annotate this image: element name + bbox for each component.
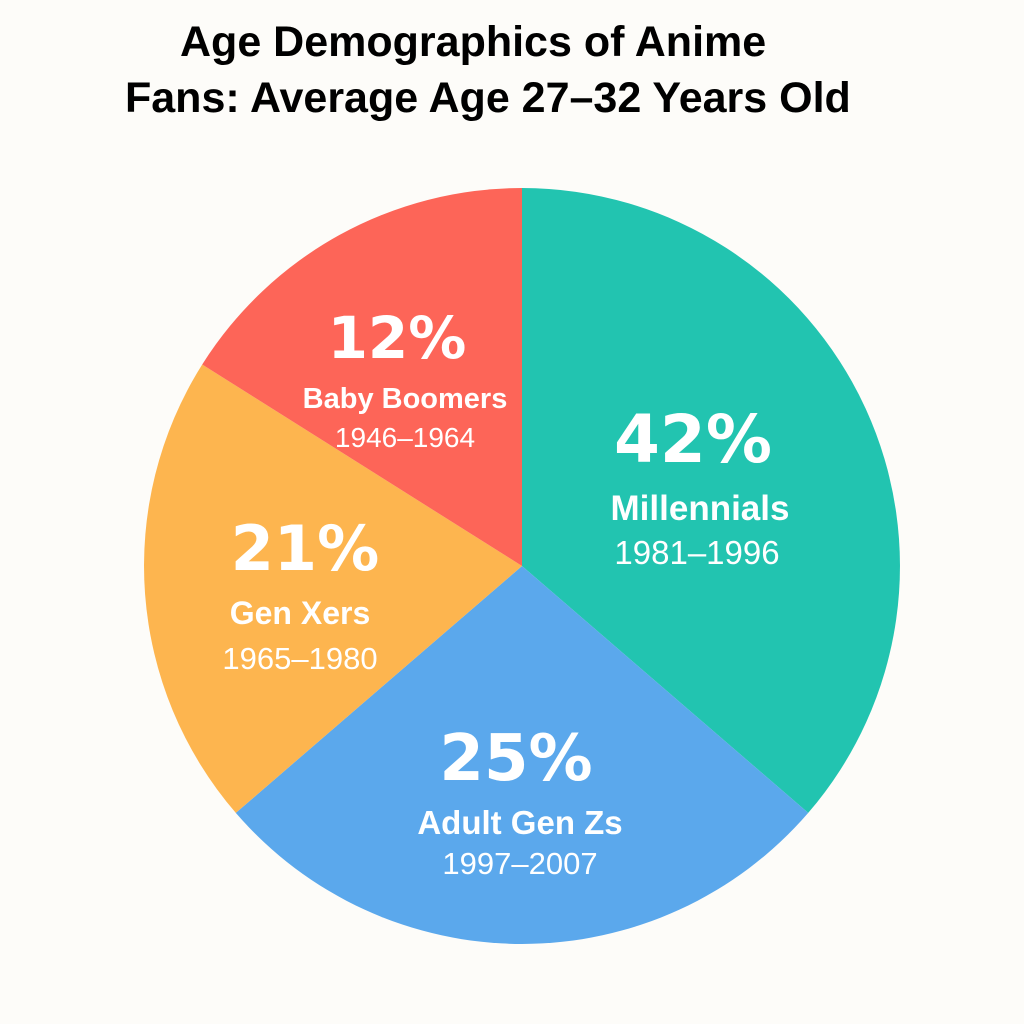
slice-value-adult-gen-zs: 25%: [439, 722, 592, 796]
chart-title: Age Demographics of Anime Fans: Average …: [0, 14, 1024, 126]
slice-label-baby-boomers: Baby Boomers: [303, 383, 508, 415]
slice-adult-gen-zs: [235, 566, 809, 944]
slice-years-adult-gen-zs: 1997–2007: [442, 846, 597, 881]
slice-label-adult-gen-zs: Adult Gen Zs: [417, 804, 622, 841]
slice-value-gen-xers: 21%: [231, 512, 379, 585]
slice-value-millennials: 42%: [614, 401, 772, 478]
slice-gen-xers: [144, 364, 522, 813]
slice-years-millennials: 1981–1996: [614, 534, 779, 571]
slice-baby-boomers: [202, 188, 522, 566]
slice-label-millennials: Millennials: [611, 489, 790, 528]
chart-title-line-1: Age Demographics of Anime: [180, 18, 767, 66]
slice-label-gen-xers: Gen Xers: [230, 595, 371, 631]
slice-years-baby-boomers: 1946–1964: [335, 422, 475, 453]
slice-millennials: [522, 188, 900, 813]
slice-years-gen-xers: 1965–1980: [222, 641, 377, 676]
chart-title-line-2: Fans: Average Age 27–32 Years Old: [125, 74, 851, 122]
slice-value-baby-boomers: 12%: [328, 304, 467, 372]
